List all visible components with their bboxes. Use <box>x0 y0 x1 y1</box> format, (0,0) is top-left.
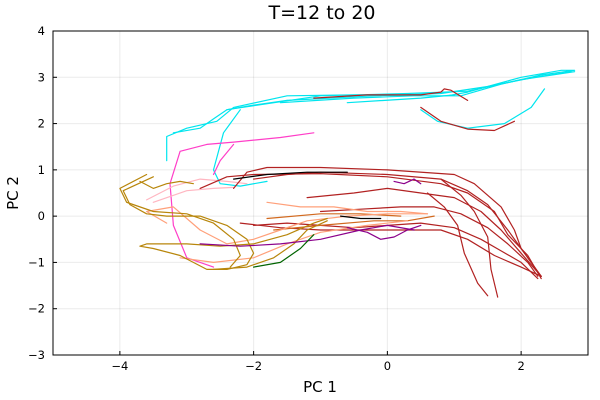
grid <box>53 30 588 356</box>
series-line-13 <box>253 171 542 277</box>
series-line-35 <box>340 215 382 220</box>
x-axis-ticks: −4 −2 0 2 <box>111 351 525 373</box>
y-axis-label: PC 2 <box>4 176 22 210</box>
series-line-11 <box>233 166 542 277</box>
series-line-29 <box>212 220 328 270</box>
series-line-15 <box>319 206 539 277</box>
series-line-6 <box>172 99 288 134</box>
y-tick-label: 2 <box>38 117 45 131</box>
series-line-31 <box>346 224 422 240</box>
series-line-26 <box>122 176 328 270</box>
plot-frame <box>52 30 589 356</box>
x-tick-label: −2 <box>245 359 262 373</box>
y-tick-label: 0 <box>38 209 45 223</box>
series-line-24 <box>146 206 429 245</box>
series-line-20 <box>313 88 469 102</box>
series-line-5 <box>420 88 546 129</box>
plot-area <box>119 69 576 298</box>
series-line-14 <box>306 187 542 277</box>
series-line-9 <box>146 178 248 201</box>
y-tick-label: 1 <box>38 163 45 177</box>
x-axis-label: PC 1 <box>303 378 337 396</box>
series-line-30 <box>199 224 415 247</box>
series-line-12 <box>199 173 542 280</box>
y-axis-ticks: −3 −2 −1 0 1 2 3 4 <box>28 24 57 362</box>
x-tick-label: 2 <box>517 359 524 373</box>
series-line-3 <box>346 94 455 104</box>
series-line-2 <box>286 71 572 102</box>
series-line-4 <box>212 109 268 187</box>
series-line-10 <box>152 186 235 203</box>
series-line-19 <box>426 192 489 297</box>
series-line-36 <box>266 201 429 215</box>
series-line-0 <box>166 69 576 162</box>
y-tick-label: −3 <box>28 348 45 362</box>
series-line-28 <box>139 180 194 189</box>
series-line-32 <box>393 178 422 185</box>
series-line-23 <box>266 213 402 220</box>
series-line-33 <box>253 234 315 268</box>
series-line-18 <box>440 178 499 298</box>
series-line-8 <box>212 143 235 176</box>
y-tick-label: 4 <box>38 24 45 38</box>
x-tick-label: 0 <box>384 359 391 373</box>
series-line-7 <box>169 132 315 268</box>
y-tick-label: 3 <box>38 70 45 84</box>
series-line-21 <box>420 106 516 132</box>
series-line-34 <box>233 171 348 180</box>
series-line-25 <box>179 220 408 263</box>
y-tick-label: −2 <box>28 302 45 316</box>
x-tick-label: −4 <box>111 359 128 373</box>
chart-title: T=12 to 20 <box>267 2 375 24</box>
series-line-27 <box>119 173 241 268</box>
y-tick-label: −1 <box>28 255 45 269</box>
